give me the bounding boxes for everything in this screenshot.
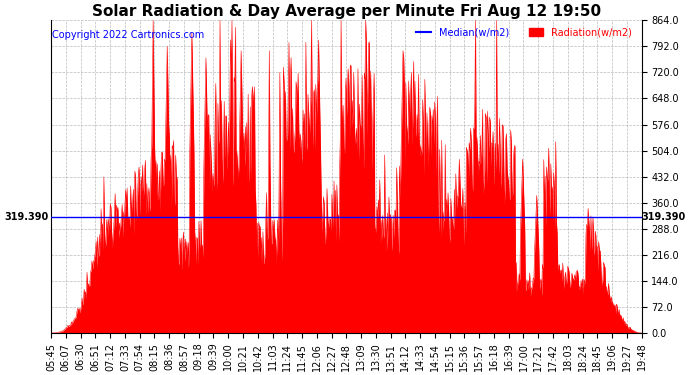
Title: Solar Radiation & Day Average per Minute Fri Aug 12 19:50: Solar Radiation & Day Average per Minute…: [92, 4, 601, 19]
Text: Copyright 2022 Cartronics.com: Copyright 2022 Cartronics.com: [52, 30, 204, 40]
Text: 319.390: 319.390: [642, 212, 686, 222]
Text: 319.390: 319.390: [4, 212, 48, 222]
Legend: Median(w/m2), Radiation(w/m2): Median(w/m2), Radiation(w/m2): [413, 24, 635, 41]
